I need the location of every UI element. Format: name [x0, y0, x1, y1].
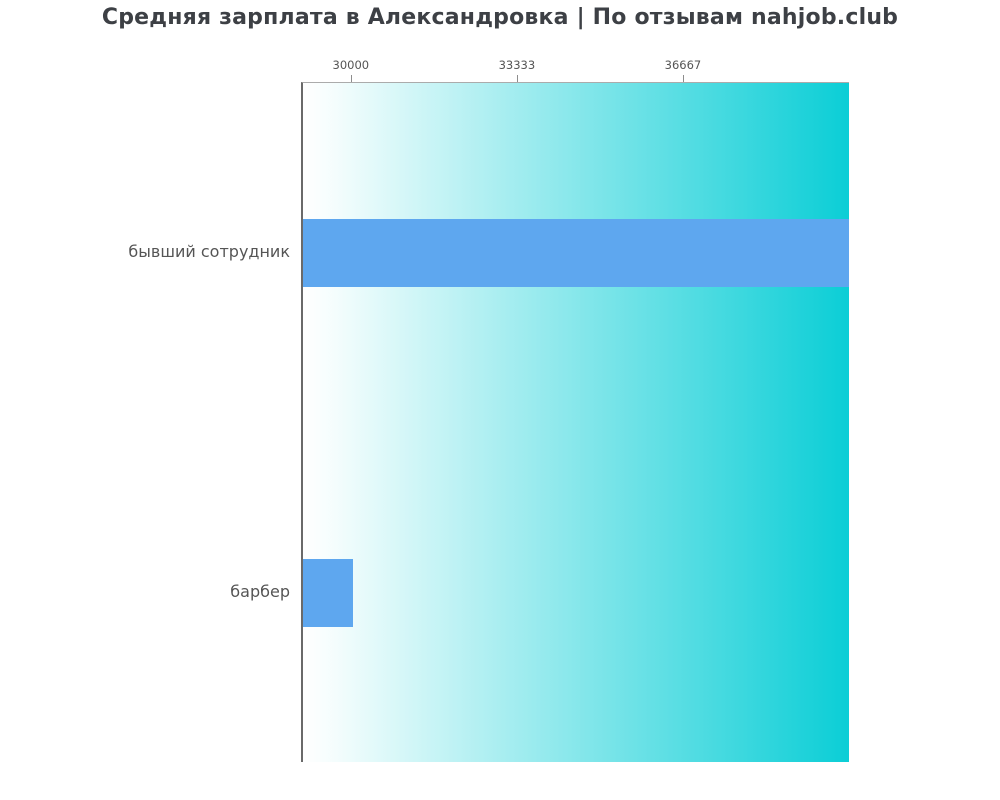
bar-2 — [303, 559, 353, 627]
chart-title: Средняя зарплата в Александровка | По от… — [101, 5, 899, 30]
x-tick-label: 30000 — [332, 58, 370, 72]
x-tick-label: 36667 — [664, 58, 702, 72]
x-tick-mark — [350, 75, 352, 82]
plot-area — [301, 82, 849, 762]
x-tick-mark — [682, 75, 684, 82]
bar-1 — [303, 219, 849, 287]
y-category-label: бывший сотрудник — [128, 242, 290, 261]
x-tick-label: 33333 — [498, 58, 536, 72]
y-category-label: барбер — [230, 582, 290, 601]
x-tick-mark — [516, 75, 518, 82]
